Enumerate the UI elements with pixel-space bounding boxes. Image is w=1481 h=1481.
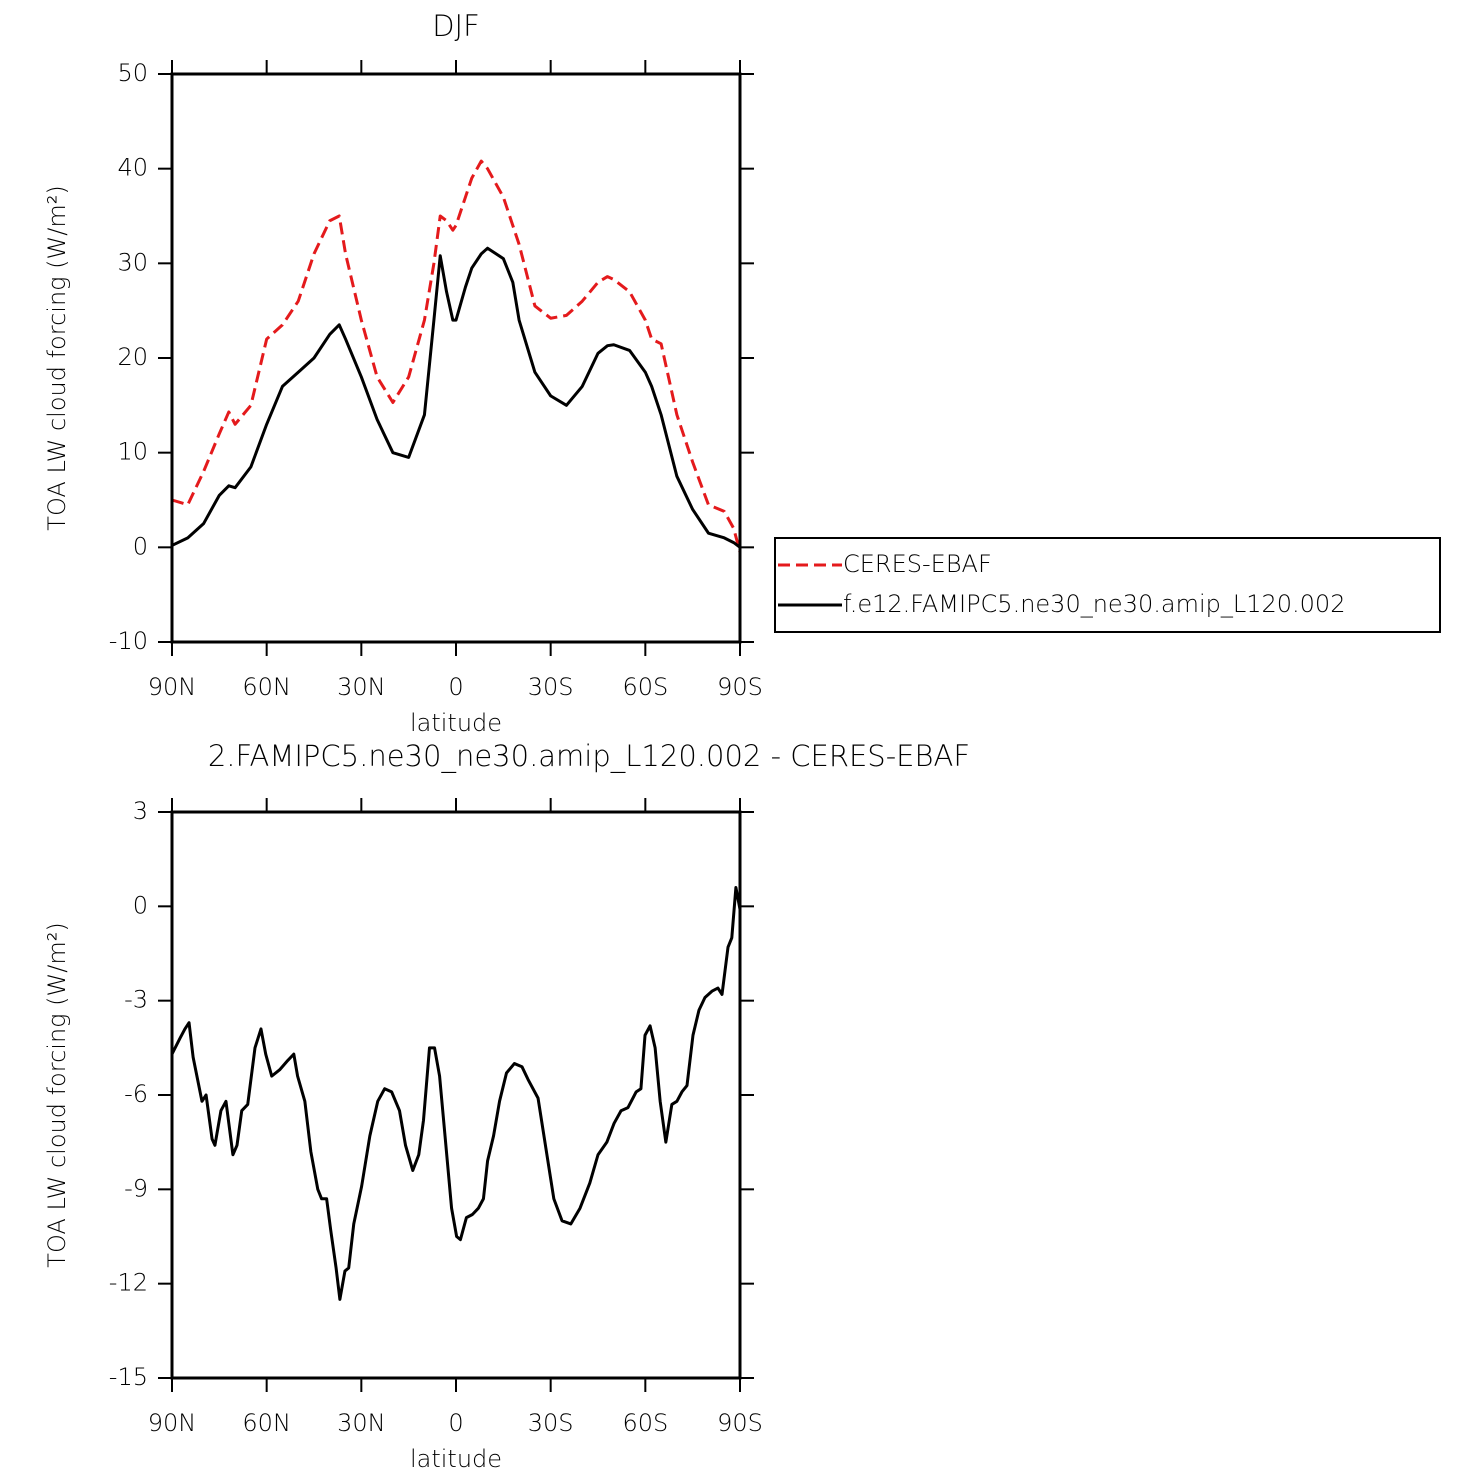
y-tick-label: -6 [124,1080,148,1108]
y-tick-label: 50 [117,59,148,87]
x-tick-label: 90S [717,1409,763,1437]
x-tick-label: 30N [337,1409,386,1437]
legend-box [774,537,1441,633]
plot-frame [170,72,742,644]
chart-title: 2.FAMIPC5.ne30_ne30.amip_L120.002 - CERE… [208,739,970,774]
x-tick-label: 30S [528,1409,574,1437]
x-tick-label: 30N [337,673,386,701]
chart-title: DJF [432,9,480,43]
x-tick-label: 60N [242,1409,291,1437]
x-tick-label: 60N [242,673,291,701]
y-tick-label: -10 [109,627,148,655]
plot-frame [170,810,742,1380]
x-tick-label: 0 [448,1409,463,1437]
y-tick-label: 40 [117,154,148,182]
data-line [171,246,741,549]
x-tick-label: 0 [448,673,463,701]
y-tick-label: -12 [109,1269,148,1297]
y-tick-label: 3 [133,797,148,825]
data-line [171,159,742,553]
y-tick-label: 10 [117,438,148,466]
y-tick-label: 0 [133,891,148,919]
y-axis-label: TOA LW cloud forcing (W/m²) [43,185,71,530]
y-tick-label: -15 [109,1363,148,1391]
x-tick-label: 90N [148,673,197,701]
y-axis-label: TOA LW cloud forcing (W/m²) [43,922,71,1267]
legend-label: f.e12.FAMIPC5.ne30_ne30.amip_L120.002 [843,590,1345,618]
x-axis-label: latitude [410,709,502,737]
x-tick-label: 60S [622,1409,668,1437]
y-tick-label: 30 [117,248,148,276]
legend-label: CERES-EBAF [843,550,992,578]
y-tick-label: -3 [124,986,148,1014]
x-axis-label: latitude [410,1445,502,1473]
y-tick-label: -9 [124,1174,148,1202]
x-tick-label: 90S [717,673,763,701]
y-tick-label: 20 [117,343,148,371]
data-line [170,885,742,1301]
x-tick-label: 60S [622,673,668,701]
x-tick-label: 30S [528,673,574,701]
x-tick-label: 90N [148,1409,197,1437]
y-tick-label: 0 [133,532,148,560]
